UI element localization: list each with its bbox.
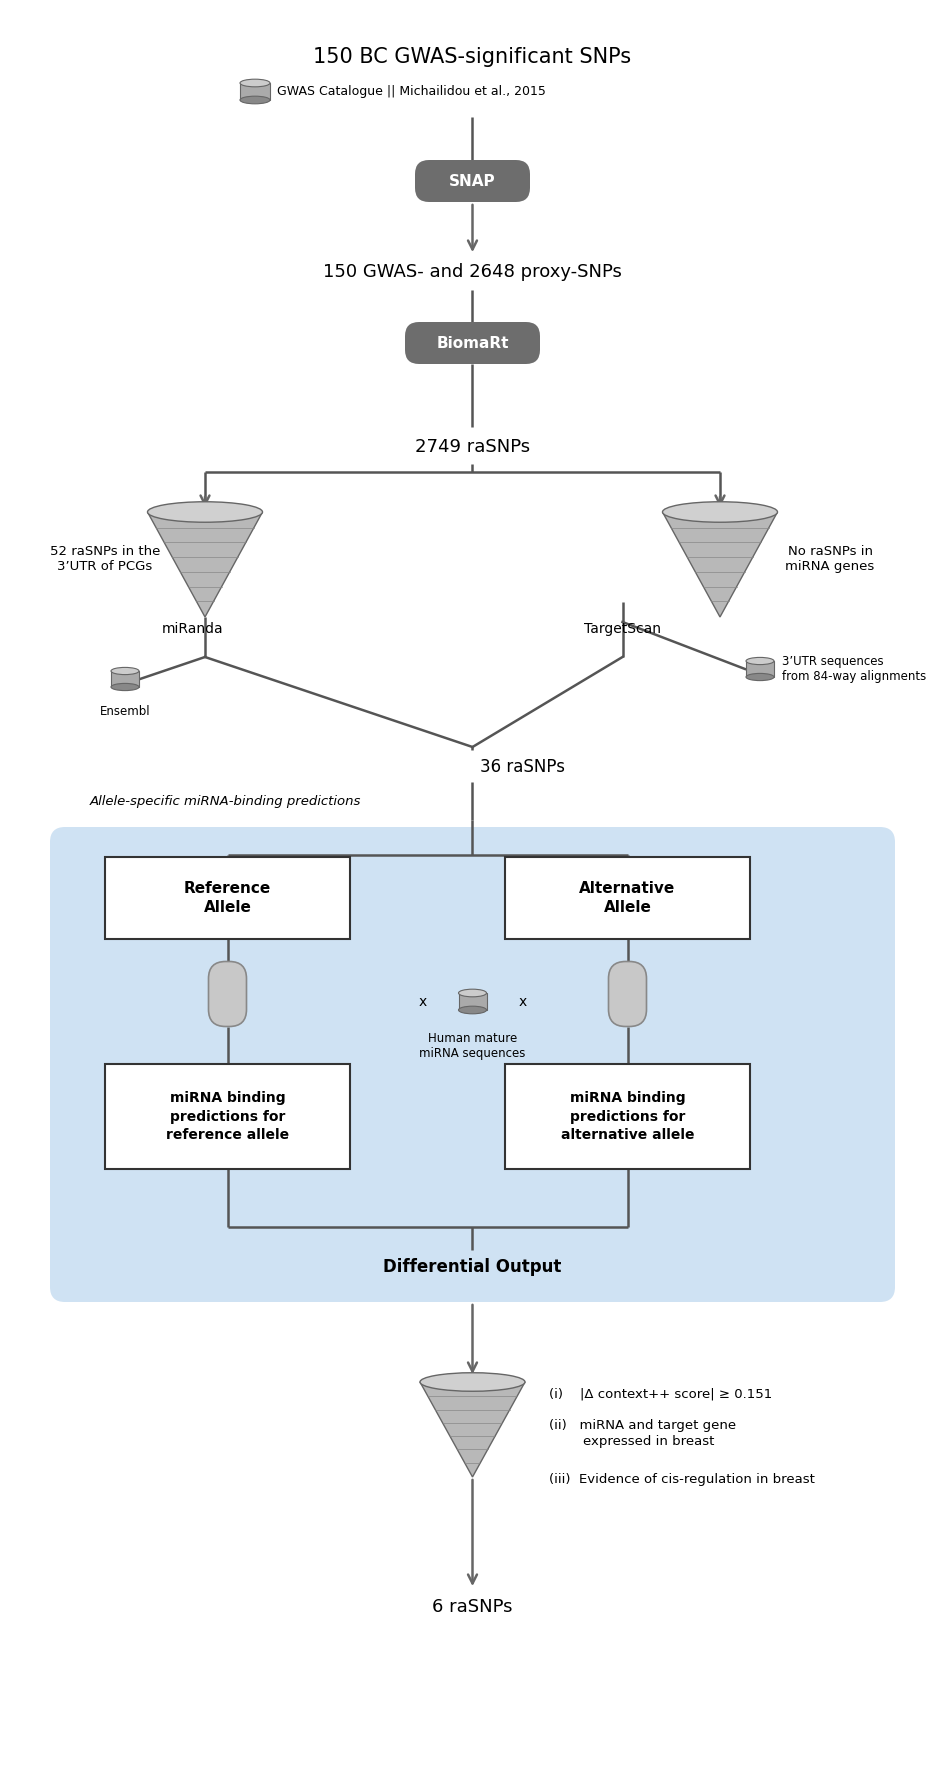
FancyBboxPatch shape bbox=[504, 857, 750, 939]
Ellipse shape bbox=[110, 668, 139, 675]
Text: 2749 raSNPs: 2749 raSNPs bbox=[414, 438, 530, 456]
FancyBboxPatch shape bbox=[105, 1064, 349, 1169]
FancyBboxPatch shape bbox=[105, 857, 349, 939]
Text: Alternative
Allele: Alternative Allele bbox=[579, 880, 675, 916]
Text: miRanda: miRanda bbox=[162, 622, 224, 636]
Text: 52 raSNPs in the
3’UTR of PCGs: 52 raSNPs in the 3’UTR of PCGs bbox=[50, 545, 160, 574]
Ellipse shape bbox=[662, 503, 777, 522]
Bar bbox=[458, 993, 486, 1010]
FancyBboxPatch shape bbox=[414, 160, 530, 201]
Text: Reference
Allele: Reference Allele bbox=[184, 880, 271, 916]
Text: miRNA binding
predictions for
alternative allele: miRNA binding predictions for alternativ… bbox=[560, 1091, 694, 1142]
Bar bbox=[745, 661, 773, 677]
Text: 150 GWAS- and 2648 proxy-SNPs: 150 GWAS- and 2648 proxy-SNPs bbox=[323, 264, 621, 282]
Bar bbox=[240, 84, 270, 100]
Text: TargetScan: TargetScan bbox=[583, 622, 660, 636]
FancyBboxPatch shape bbox=[608, 962, 646, 1026]
Ellipse shape bbox=[240, 96, 270, 103]
Text: (iii)  Evidence of cis-regulation in breast: (iii) Evidence of cis-regulation in brea… bbox=[548, 1472, 815, 1486]
Text: BiomaRt: BiomaRt bbox=[436, 335, 508, 351]
Text: (ii)   miRNA and target gene
        expressed in breast: (ii) miRNA and target gene expressed in … bbox=[548, 1420, 735, 1449]
Text: miRNA binding
predictions for
reference allele: miRNA binding predictions for reference … bbox=[166, 1091, 289, 1142]
Text: Allele-specific miRNA-binding predictions: Allele-specific miRNA-binding prediction… bbox=[90, 795, 361, 809]
Text: x: x bbox=[418, 994, 426, 1009]
Ellipse shape bbox=[240, 78, 270, 87]
Text: 3’UTR sequences
from 84-way alignments: 3’UTR sequences from 84-way alignments bbox=[782, 656, 925, 683]
Text: Differential Output: Differential Output bbox=[383, 1258, 561, 1276]
FancyBboxPatch shape bbox=[504, 1064, 750, 1169]
Ellipse shape bbox=[745, 674, 773, 681]
Ellipse shape bbox=[458, 1007, 486, 1014]
Text: Ensembl: Ensembl bbox=[99, 706, 150, 718]
Polygon shape bbox=[419, 1383, 525, 1477]
Ellipse shape bbox=[110, 684, 139, 691]
Text: Human mature
miRNA sequences: Human mature miRNA sequences bbox=[419, 1032, 525, 1060]
Text: 6 raSNPs: 6 raSNPs bbox=[431, 1598, 513, 1616]
Polygon shape bbox=[662, 511, 777, 617]
Polygon shape bbox=[147, 511, 262, 617]
Ellipse shape bbox=[419, 1372, 525, 1392]
FancyBboxPatch shape bbox=[209, 962, 246, 1026]
FancyBboxPatch shape bbox=[50, 827, 894, 1303]
Text: 36 raSNPs: 36 raSNPs bbox=[480, 757, 565, 775]
Text: SNAP: SNAP bbox=[448, 173, 496, 189]
Ellipse shape bbox=[745, 658, 773, 665]
FancyBboxPatch shape bbox=[405, 323, 539, 364]
Text: No raSNPs in
miRNA genes: No raSNPs in miRNA genes bbox=[784, 545, 874, 574]
Text: 150 BC GWAS-significant SNPs: 150 BC GWAS-significant SNPs bbox=[313, 46, 631, 68]
Ellipse shape bbox=[458, 989, 486, 996]
Ellipse shape bbox=[147, 503, 262, 522]
Text: (i)    |Δ context++ score| ≥ 0.151: (i) |Δ context++ score| ≥ 0.151 bbox=[548, 1388, 772, 1401]
Text: x: x bbox=[518, 994, 526, 1009]
Text: GWAS Catalogue || Michailidou et al., 2015: GWAS Catalogue || Michailidou et al., 20… bbox=[277, 86, 546, 98]
Bar bbox=[110, 672, 139, 688]
